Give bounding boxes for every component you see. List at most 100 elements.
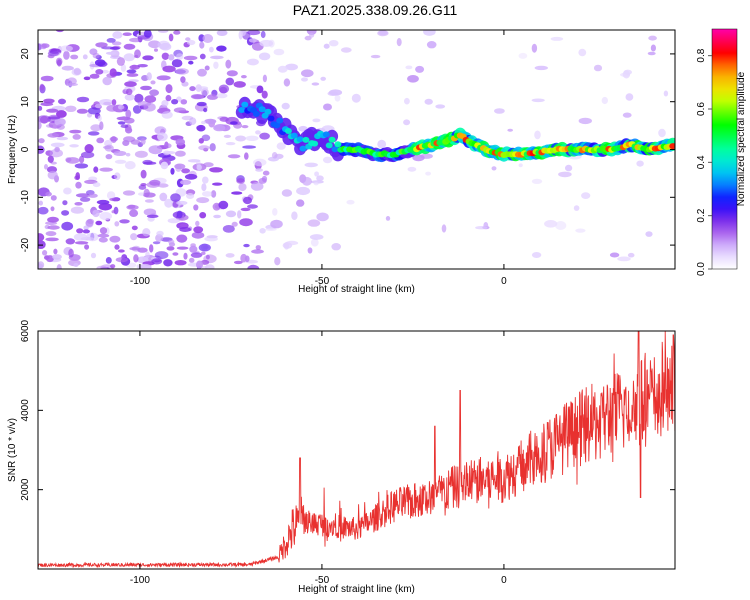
noise-blob <box>247 264 260 269</box>
noise-blob <box>96 137 105 144</box>
noise-blob <box>617 256 631 262</box>
snr-background <box>38 331 675 569</box>
noise-blob <box>117 104 125 110</box>
noise-blob <box>156 75 171 81</box>
noise-blob <box>149 244 154 253</box>
noise-blob <box>237 210 242 219</box>
noise-blob <box>138 263 152 269</box>
noise-blob <box>307 247 313 254</box>
noise-blob <box>144 199 154 203</box>
ridge-core <box>241 101 249 108</box>
noise-blob <box>186 39 196 46</box>
noise-blob <box>316 212 329 222</box>
noise-blob <box>111 210 116 214</box>
noise-blob <box>92 52 100 59</box>
noise-blob <box>173 30 181 35</box>
noise-blob <box>87 107 101 115</box>
noise-blob <box>407 166 417 172</box>
noise-blob <box>309 32 315 38</box>
noise-blob <box>134 93 144 103</box>
noise-blob <box>76 228 84 234</box>
noise-blob <box>534 65 548 71</box>
noise-blob <box>558 171 572 178</box>
noise-blob <box>233 260 243 265</box>
noise-blob <box>202 176 209 184</box>
noise-blob <box>346 199 355 205</box>
noise-blob <box>79 155 85 164</box>
noise-blob <box>262 170 270 176</box>
noise-blob <box>130 139 141 145</box>
noise-blob <box>181 168 191 174</box>
noise-blob <box>285 63 298 71</box>
noise-blob <box>285 240 299 246</box>
noise-blob <box>95 69 104 75</box>
noise-blob <box>111 99 117 106</box>
noise-blob <box>52 254 62 260</box>
noise-blob <box>140 183 147 187</box>
noise-blob <box>106 38 116 43</box>
noise-blob <box>38 200 43 206</box>
snr-ytick-label: 6000 <box>20 319 31 342</box>
noise-blob <box>219 116 229 122</box>
noise-blob <box>283 78 291 87</box>
noise-blob <box>196 197 210 204</box>
noise-blob <box>255 245 261 250</box>
noise-blob <box>245 135 259 141</box>
noise-blob <box>38 261 45 269</box>
noise-blob <box>601 96 608 105</box>
noise-blob <box>99 99 113 106</box>
noise-blob <box>225 142 236 146</box>
noise-blob <box>129 64 140 70</box>
noise-blob <box>105 257 112 264</box>
noise-blob <box>109 68 117 77</box>
noise-blob <box>76 108 88 114</box>
noise-blob <box>270 219 283 229</box>
noise-blob <box>636 160 644 167</box>
noise-blob <box>95 42 108 48</box>
noise-blob <box>115 257 128 263</box>
ridge-core <box>299 145 307 152</box>
noise-blob <box>198 138 204 144</box>
noise-blob <box>258 177 267 184</box>
noise-blob <box>152 241 161 245</box>
noise-blob <box>276 142 286 150</box>
noise-blob <box>170 167 175 175</box>
noise-blob <box>306 30 317 36</box>
noise-blob <box>168 54 175 61</box>
noise-blob <box>259 39 274 47</box>
noise-blob <box>90 252 97 259</box>
noise-blob <box>663 90 669 97</box>
noise-blob <box>201 88 209 96</box>
noise-blob <box>44 164 48 170</box>
noise-blob <box>203 107 208 113</box>
noise-blob <box>145 251 150 259</box>
noise-blob <box>92 182 101 188</box>
noise-blob <box>74 241 89 245</box>
noise-blob <box>131 225 138 231</box>
noise-blob <box>56 136 69 141</box>
noise-blob <box>251 249 264 254</box>
noise-blob <box>168 33 174 42</box>
noise-blob <box>199 105 204 112</box>
noise-blob <box>165 84 173 94</box>
noise-blob <box>129 37 143 43</box>
noise-blob <box>82 229 91 234</box>
noise-blob <box>105 154 113 160</box>
snr-ytick-label: 4000 <box>20 399 31 422</box>
noise-blob <box>531 98 545 103</box>
noise-blob <box>70 54 79 60</box>
noise-blob <box>507 128 513 132</box>
noise-blob <box>201 265 208 269</box>
noise-blob <box>157 183 169 188</box>
noise-blob <box>80 151 95 159</box>
noise-blob <box>143 30 152 38</box>
noise-blob <box>246 58 259 66</box>
noise-blob <box>226 70 238 77</box>
noise-blob <box>47 133 60 138</box>
noise-blob <box>110 136 117 143</box>
noise-blob <box>122 32 132 36</box>
noise-blob <box>38 121 42 130</box>
noise-blob <box>188 60 194 65</box>
noise-blob <box>187 159 201 163</box>
